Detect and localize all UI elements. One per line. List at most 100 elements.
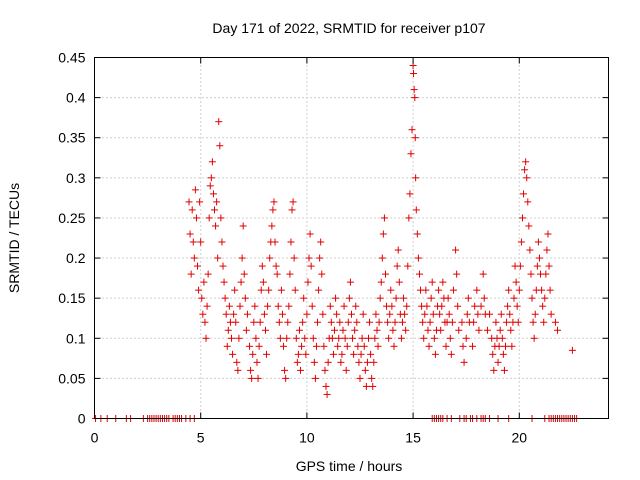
data-point — [490, 366, 498, 374]
data-point — [293, 358, 301, 366]
data-point — [414, 254, 422, 262]
data-point — [341, 334, 349, 342]
data-point — [507, 326, 515, 334]
data-point — [464, 294, 472, 302]
data-point — [547, 310, 555, 318]
data-point — [430, 334, 438, 342]
data-point — [356, 374, 364, 382]
data-point — [225, 302, 233, 310]
data-point — [369, 382, 377, 390]
data-point — [523, 174, 531, 182]
data-point — [506, 310, 514, 318]
data-point — [453, 270, 461, 278]
data-point — [503, 318, 511, 326]
data-point — [196, 198, 204, 206]
data-point — [489, 350, 497, 358]
data-point — [207, 174, 215, 182]
data-point — [282, 374, 290, 382]
data-point — [328, 334, 336, 342]
data-point — [299, 318, 307, 326]
data-point — [337, 358, 345, 366]
data-point — [311, 374, 319, 382]
data-point — [353, 318, 361, 326]
data-point — [235, 334, 243, 342]
data-point — [370, 358, 378, 366]
data-point — [208, 158, 216, 166]
data-point — [411, 94, 419, 102]
data-point — [223, 342, 231, 350]
data-point — [379, 230, 387, 238]
data-point — [504, 302, 512, 310]
data-point — [315, 286, 323, 294]
data-point — [406, 190, 414, 198]
data-point — [530, 334, 538, 342]
data-point — [209, 190, 217, 198]
data-point — [513, 302, 521, 310]
data-point — [317, 238, 325, 246]
plot-frame — [94, 57, 609, 419]
data-point — [269, 206, 277, 214]
data-point — [202, 334, 210, 342]
data-point — [236, 302, 244, 310]
data-point — [302, 350, 310, 358]
data-point — [194, 262, 202, 270]
x-axis-label: GPS time / hours — [296, 458, 403, 474]
data-point — [421, 310, 429, 318]
data-point — [218, 238, 226, 246]
data-point — [291, 286, 299, 294]
data-point — [463, 310, 471, 318]
data-point — [300, 294, 308, 302]
data-point — [496, 326, 504, 334]
data-point — [185, 198, 193, 206]
x-tick-labels: 0 5 10 15 20 — [91, 430, 528, 446]
data-point — [192, 214, 200, 222]
data-point — [534, 238, 542, 246]
data-point — [404, 262, 412, 270]
data-point — [538, 286, 546, 294]
data-point — [275, 318, 283, 326]
data-point — [366, 318, 374, 326]
data-point — [221, 294, 229, 302]
data-point — [237, 278, 245, 286]
data-point — [310, 358, 318, 366]
data-point — [204, 270, 212, 278]
data-point — [352, 302, 360, 310]
data-point — [260, 310, 268, 318]
data-point — [524, 198, 532, 206]
data-point — [357, 350, 365, 358]
data-point — [515, 286, 523, 294]
data-point — [426, 318, 434, 326]
data-point — [288, 206, 296, 214]
data-point — [253, 358, 261, 366]
data-point — [312, 342, 320, 350]
data-point — [544, 230, 552, 238]
data-point — [339, 326, 347, 334]
data-point — [373, 326, 381, 334]
data-point — [400, 294, 408, 302]
data-point — [308, 302, 316, 310]
data-point — [375, 318, 383, 326]
data-point — [479, 270, 487, 278]
data-point — [516, 262, 524, 270]
x-tick-label: 20 — [512, 430, 528, 446]
data-point — [307, 262, 315, 270]
data-point — [401, 310, 409, 318]
data-point — [455, 326, 463, 334]
data-point — [246, 342, 254, 350]
data-point — [203, 302, 211, 310]
data-point — [402, 326, 410, 334]
data-point — [392, 294, 400, 302]
data-point — [492, 318, 500, 326]
data-point — [525, 222, 533, 230]
data-point — [423, 302, 431, 310]
data-point — [247, 366, 255, 374]
data-point — [495, 342, 503, 350]
data-point — [412, 206, 420, 214]
data-point — [385, 334, 393, 342]
data-point — [394, 246, 402, 254]
axis-ticks — [94, 57, 609, 419]
data-point — [510, 294, 518, 302]
data-point — [340, 302, 348, 310]
